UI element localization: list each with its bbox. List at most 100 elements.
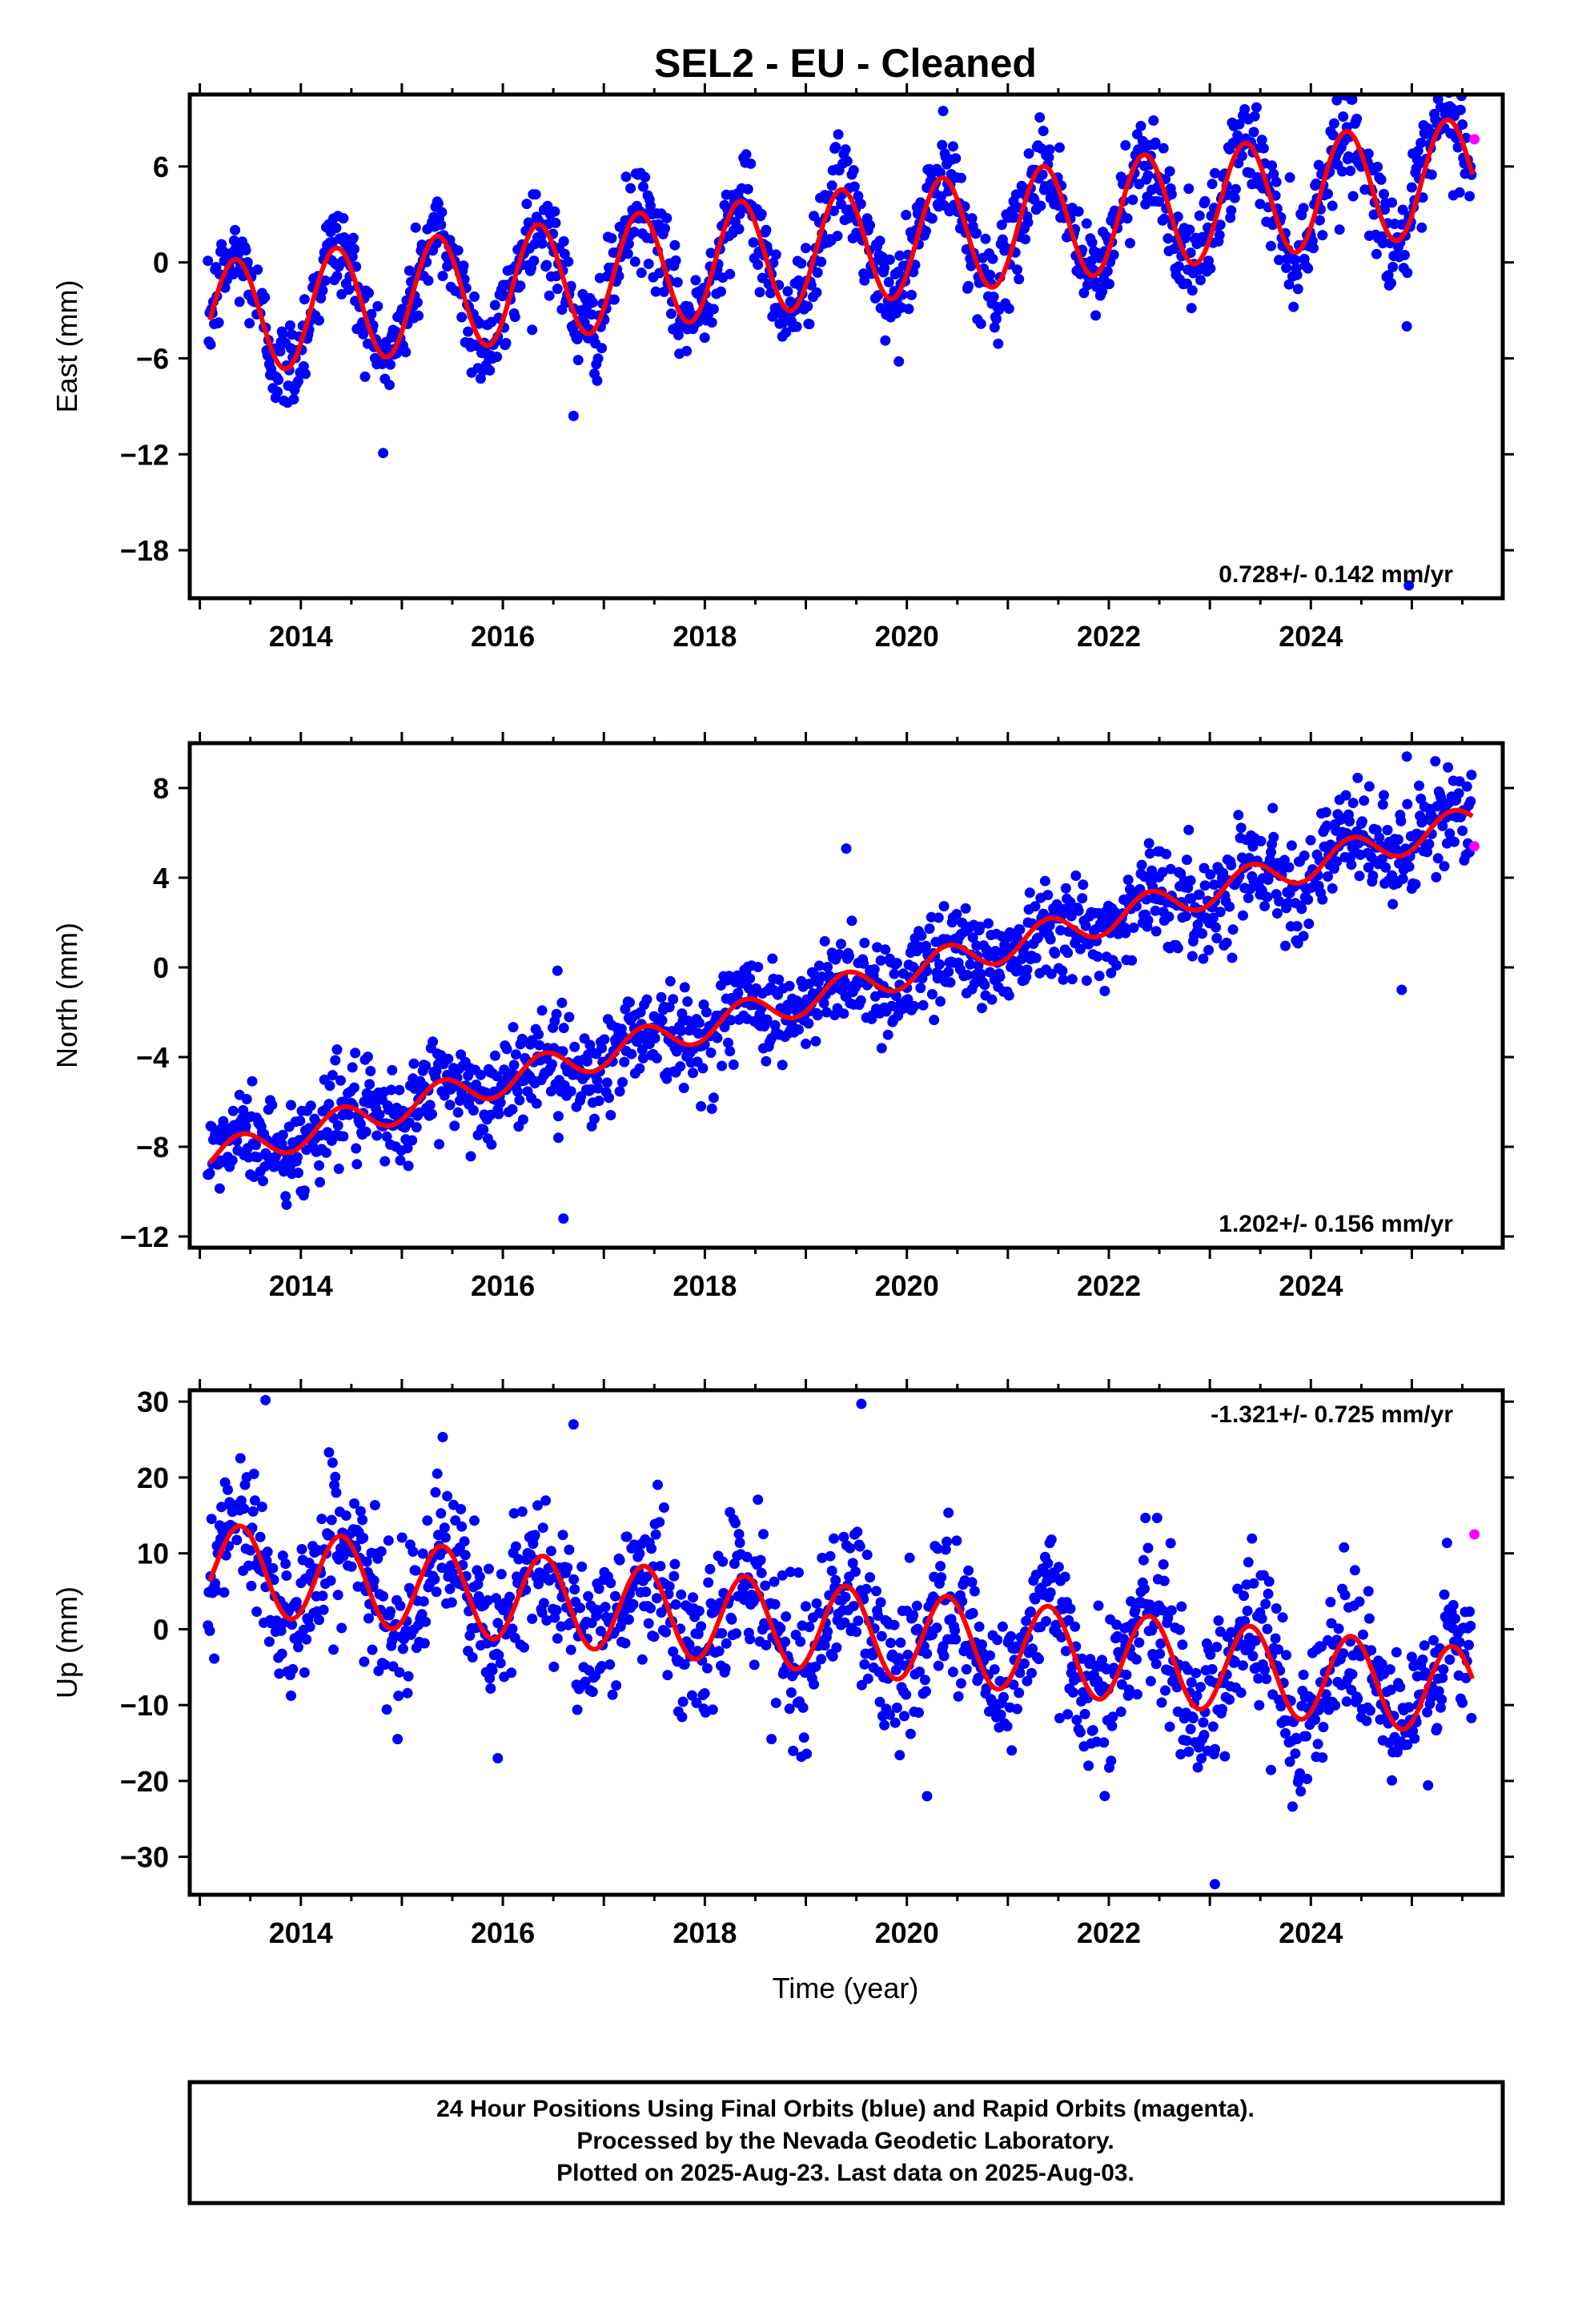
data-point	[802, 301, 813, 312]
data-point	[1094, 971, 1105, 982]
data-point	[636, 1654, 648, 1665]
data-point	[1003, 303, 1014, 314]
data-point	[330, 1055, 341, 1066]
data-point	[1387, 899, 1399, 910]
data-point	[463, 326, 474, 337]
data-point	[875, 955, 886, 966]
data-point	[935, 996, 946, 1007]
data-point	[1030, 952, 1042, 963]
data-point	[707, 1704, 718, 1715]
data-point	[1331, 94, 1343, 106]
data-point	[230, 224, 241, 235]
data-point	[1372, 161, 1383, 172]
data-point	[1248, 1578, 1259, 1589]
data-point	[274, 1668, 285, 1679]
data-point	[249, 1495, 260, 1506]
data-point	[563, 256, 574, 267]
data-point	[1062, 1709, 1074, 1720]
data-point	[933, 912, 944, 923]
data-point	[417, 1548, 428, 1559]
data-point	[378, 1590, 389, 1602]
data-point	[434, 1139, 444, 1150]
data-point	[331, 1044, 343, 1055]
data-point	[1281, 1650, 1292, 1661]
data-point	[641, 1571, 652, 1582]
data-point	[394, 1084, 405, 1096]
data-point	[262, 1546, 273, 1558]
data-point	[246, 1580, 257, 1591]
data-point	[514, 1095, 525, 1106]
data-point	[1211, 1642, 1223, 1653]
data-point	[325, 1575, 336, 1586]
data-point	[1106, 967, 1117, 979]
data-point	[895, 1637, 906, 1648]
data-point	[935, 167, 946, 179]
data-point	[429, 1574, 440, 1585]
y-tick-label: −8	[136, 1131, 169, 1164]
x-tick-label: 2024	[1279, 1916, 1343, 1949]
data-point	[971, 940, 982, 951]
data-point	[1406, 1651, 1417, 1663]
data-point	[456, 1521, 468, 1532]
data-point	[444, 1583, 456, 1594]
data-point	[1234, 119, 1245, 130]
data-point	[1138, 1554, 1149, 1566]
data-point	[926, 989, 938, 999]
data-point	[915, 983, 926, 994]
data-point	[605, 1578, 616, 1589]
data-point	[1415, 138, 1427, 148]
data-point	[234, 296, 245, 308]
data-point	[969, 1586, 980, 1597]
data-point	[327, 1458, 338, 1468]
data-point	[596, 1043, 608, 1054]
data-point	[977, 1639, 987, 1651]
data-point	[767, 953, 778, 964]
footer-line-1: 24 Hour Positions Using Final Orbits (bl…	[436, 2096, 1255, 2122]
data-point	[1224, 1694, 1235, 1705]
data-point	[1058, 974, 1069, 985]
data-point	[1255, 199, 1266, 210]
data-point	[596, 1661, 608, 1671]
data-point	[276, 1648, 287, 1659]
data-point	[1339, 1542, 1350, 1553]
data-point	[1261, 1674, 1272, 1684]
data-point	[495, 1658, 506, 1669]
data-point	[1262, 891, 1273, 903]
data-point	[691, 1698, 702, 1708]
data-point	[1211, 933, 1223, 943]
data-point	[947, 1667, 958, 1678]
data-point	[1431, 871, 1442, 883]
final-orbit-points	[203, 756, 1477, 1210]
data-point	[209, 1653, 220, 1664]
data-point	[206, 1514, 217, 1525]
data-point	[509, 312, 520, 323]
data-point	[1215, 219, 1226, 231]
data-point	[742, 183, 753, 195]
data-point	[562, 1562, 573, 1574]
data-point	[1035, 200, 1046, 211]
data-point	[276, 1139, 287, 1149]
data-point	[596, 343, 608, 354]
data-point	[726, 1614, 737, 1625]
data-point	[1038, 126, 1049, 136]
data-point	[1454, 1637, 1465, 1648]
data-point	[495, 1097, 506, 1108]
data-point	[410, 1565, 421, 1576]
data-point	[699, 332, 710, 344]
data-point	[372, 300, 383, 312]
data-point	[350, 1047, 361, 1059]
data-point	[333, 1164, 344, 1174]
data-point	[729, 1558, 740, 1570]
rate-label: 1.202+/- 0.156 mm/yr	[1219, 1211, 1453, 1237]
data-point	[608, 294, 620, 305]
data-point	[1043, 152, 1054, 163]
data-point	[452, 1107, 464, 1118]
data-point	[527, 1613, 538, 1624]
data-point	[1107, 1711, 1118, 1723]
outlier-point	[492, 1752, 504, 1763]
data-point	[665, 975, 676, 987]
data-point	[383, 1535, 394, 1546]
data-point	[753, 259, 764, 270]
data-point	[856, 1679, 867, 1691]
data-point	[592, 1083, 604, 1094]
